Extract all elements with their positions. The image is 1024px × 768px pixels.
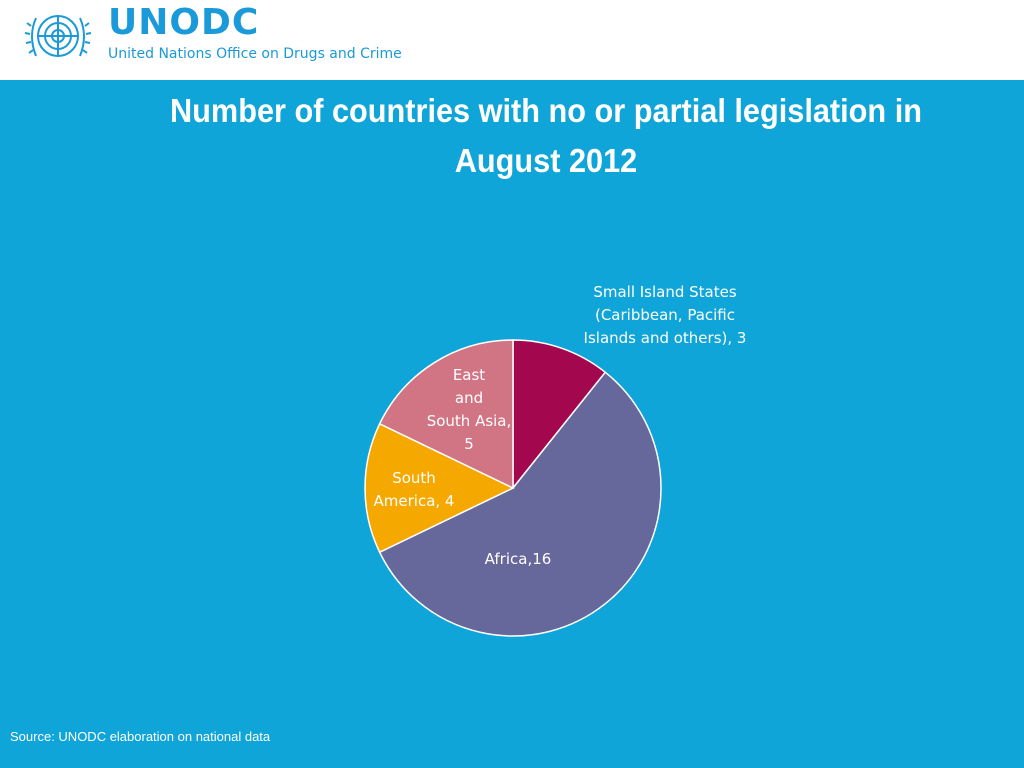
title-line-1: Number of countries with no or partial l… (170, 92, 922, 129)
pie-slice-small-island-states-caribbean-pacific-islands-and-others (512, 339, 607, 491)
slice-label: East and South Asia, 5 (427, 366, 512, 453)
title-line-2: August 2012 (454, 142, 638, 179)
slice-label: Africa,16 (485, 550, 552, 568)
brand-subtitle: United Nations Office on Drugs and Crime (108, 46, 402, 62)
slice-label: Small Island States (Caribbean, Pacific Is… (584, 283, 747, 347)
pie-slice-east-and-south-asia (378, 339, 514, 490)
pie-slices (364, 339, 662, 637)
header-bar: UNODC United Nations Office on Drugs and… (0, 0, 1024, 80)
slice-label: South America, 4 (374, 469, 455, 510)
pie-labels: Small Island States (Caribbean, Pacific Is… (374, 283, 747, 568)
source-note: Source: UNODC elaboration on national da… (10, 729, 271, 744)
pie-slice-africa (378, 371, 662, 637)
page-title: Number of countries with no or partial l… (94, 86, 998, 186)
un-emblem-icon (24, 15, 92, 57)
pie-slice-south-america (364, 422, 515, 554)
brand-name: UNODC (108, 2, 260, 43)
